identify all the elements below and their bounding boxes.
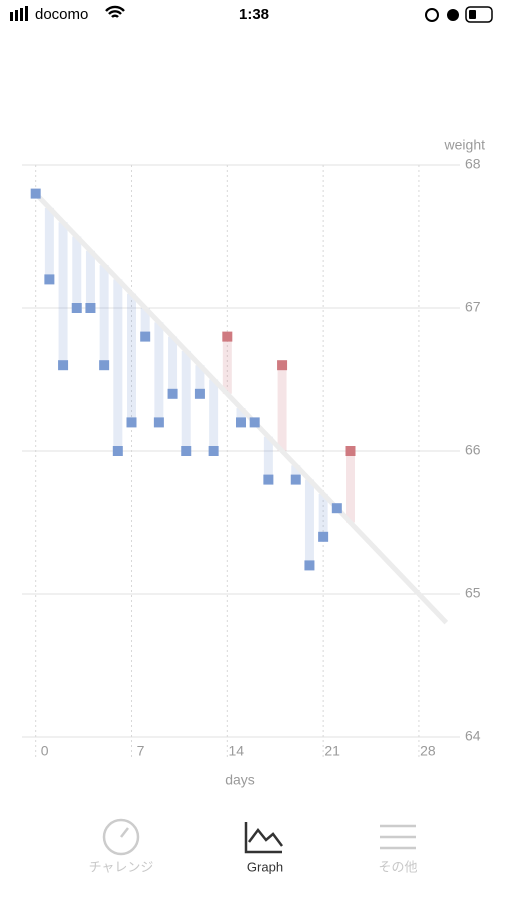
gauge-icon [102,818,140,856]
data-point [58,360,69,371]
data-point [30,188,41,199]
data-point [112,446,123,456]
deviation-bar [291,465,301,480]
data-point [331,503,342,514]
y-axis-label: weight [444,137,486,153]
deviation-bar [236,408,246,423]
y-tick-label: 67 [465,299,481,315]
x-tick-label: 28 [420,743,436,759]
data-point [44,274,55,285]
data-point [140,331,151,342]
deviation-bar [127,293,136,423]
data-point [208,446,219,456]
signal-icon [15,10,18,21]
data-point [181,446,192,456]
tab-other[interactable]: その他 [378,824,418,874]
data-point [126,417,137,428]
y-tick-label: 64 [465,728,481,744]
chart: weight days 64 65 66 67 68 0 7 14 21 28 [22,137,485,788]
x-tick-label: 0 [41,743,49,759]
data-point [153,417,164,428]
battery-icon [465,6,493,23]
deviation-bar [304,479,314,566]
data-point [318,531,329,542]
status-bar: docomo 1:38 [10,5,493,23]
deviation-bar [277,365,287,451]
deviation-bar [181,350,191,451]
deviation-bar [318,493,328,537]
gauge-needle [120,827,129,838]
deviation-bar [44,207,54,280]
deviation-bar [85,250,95,308]
carrier: docomo [35,6,88,23]
data-point [99,360,110,371]
y-tick-label: 65 [465,585,481,601]
data-point [85,303,96,313]
tab-challenge[interactable]: チャレンジ [89,818,154,874]
deviation-bar [72,236,82,308]
deviation-bar [140,308,150,337]
deviation-bar [222,336,232,394]
x-tick-label: 7 [137,743,145,759]
graph-icon [244,822,283,854]
signal-icon [25,6,28,21]
x-tick-label: 21 [324,743,340,759]
data-point [222,331,233,342]
deviation-bar [113,279,123,451]
battery-level [469,10,476,19]
deviation-bar [195,365,205,394]
deviation-bar [168,336,178,394]
tab-label: チャレンジ [89,859,154,874]
deviation-bar [58,222,68,366]
data-point [167,388,178,399]
tab-graph[interactable]: Graph [244,822,283,874]
data-point [263,474,274,485]
deviation-bar [154,322,164,423]
deviation-bar [346,451,355,523]
tab-bar: チャレンジ Graph その他 [89,818,418,874]
signal-icon [10,12,13,21]
signal-icon [20,8,23,21]
tab-label: その他 [378,859,417,874]
x-tick-label: 14 [229,743,245,759]
deviation-bar [263,436,273,480]
data-point [194,388,205,399]
wifi-icon [105,5,125,18]
y-tick-label: 66 [465,442,481,458]
lock-icon [425,8,439,22]
deviation-bar [209,379,219,451]
data-point [304,560,315,571]
settings-icon [380,824,416,850]
tab-label: Graph [247,859,283,874]
time: 1:38 [239,6,269,23]
y-tick-label: 68 [465,156,481,172]
data-point [290,474,301,485]
target-line [33,191,449,625]
deviation-bar [99,265,109,366]
data-point [249,417,260,428]
alarm-icon [447,9,459,21]
data-point [71,303,82,313]
data-point [277,360,288,371]
data-point [345,446,356,456]
data-point [236,417,246,428]
x-axis-label: days [225,772,255,788]
